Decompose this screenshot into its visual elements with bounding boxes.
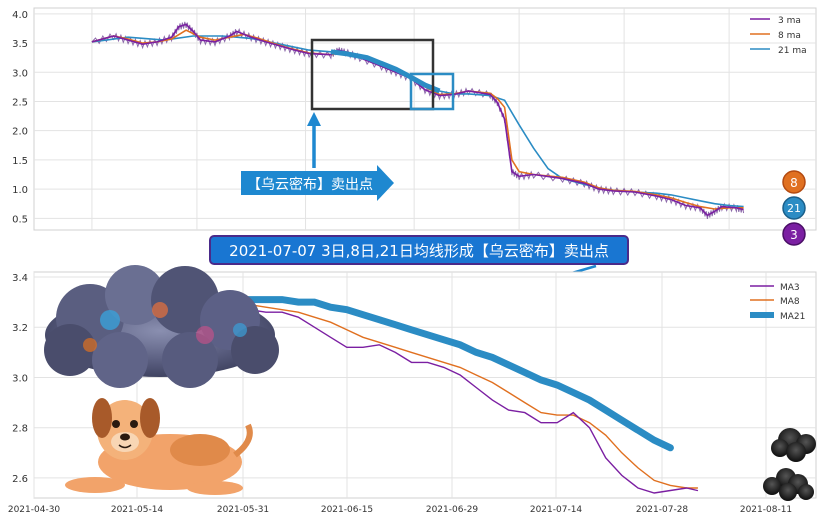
upper-plot-frame: [33, 7, 817, 231]
highlight-box-blue: [409, 72, 455, 111]
main-caption-box: [209, 235, 629, 265]
upper-y-tick-4-0: 4.0: [12, 10, 28, 21]
lower-y-tick-3-2: 3.2: [12, 323, 28, 334]
callout-label: 【乌云密布】卖出点: [247, 176, 373, 193]
lower-y-tick-2-8: 2.8: [12, 424, 28, 435]
legend-label-MA3: MA3: [780, 283, 800, 293]
upper-grid: [34, 8, 816, 230]
storm-cloud-illustration: [44, 265, 279, 388]
legend-label-MA21: MA21: [780, 312, 805, 322]
lower-x-tick-labels: 2021-04-30 2021-05-14 2021-05-31 2021-06-15…: [8, 505, 792, 515]
badge-3: [782, 222, 806, 246]
badge-8: [782, 170, 806, 194]
lower-x-tick-2021-07-28: 2021-07-28: [636, 505, 689, 515]
upper-y-tick-1-0: 1.0: [12, 185, 28, 196]
lower-x-tick-2021-08-11: 2021-08-11: [740, 505, 792, 515]
callout-banner: [241, 165, 394, 201]
lower-y-tick-3-4: 3.4: [12, 273, 28, 284]
badge-21-label: 21: [787, 202, 801, 215]
legend-label-21ma: 21 ma: [778, 46, 807, 56]
upper-y-tick-3-5: 3.5: [12, 39, 28, 50]
upper-y-tick-0-5: 0.5: [12, 214, 28, 225]
lower-x-tick-2021-06-29: 2021-06-29: [426, 505, 479, 515]
dog-illustration: [65, 398, 253, 495]
lower-legend: MA3 MA8 MA21: [750, 283, 805, 322]
lower-x-tick-2021-04-30: 2021-04-30: [8, 505, 61, 515]
lower-x-tick-2021-06-15: 2021-06-15: [321, 505, 373, 515]
upper-y-tick-1-5: 1.5: [12, 156, 28, 167]
ma-badges: 8 21 3: [782, 170, 806, 246]
lower-y-tick-labels: 2.6 2.8 3.0 3.2 3.4: [12, 273, 28, 485]
smoke-cloud-bottom-icon: [763, 468, 814, 501]
callout-arrow-up-head: [307, 112, 321, 126]
badge-21: [782, 196, 806, 220]
lower-series: [181, 283, 699, 494]
legend-label-8ma: 8 ma: [778, 31, 801, 41]
upper-y-tick-2-5: 2.5: [12, 97, 28, 108]
main-caption: 2021-07-07 3日,8日,21日均线形成【乌云密布】卖出点: [229, 242, 609, 260]
main-caption-group: 2021-07-07 3日,8日,21日均线形成【乌云密布】卖出点: [209, 235, 629, 285]
badge-8-label: 8: [790, 176, 798, 190]
legend-label-MA8: MA8: [780, 297, 800, 307]
smoke-cloud-top-icon: [771, 428, 816, 462]
upper-legend: 3 ma 8 ma 21 ma: [750, 16, 807, 56]
legend-label-3ma: 3 ma: [778, 16, 801, 26]
lower-y-tick-3-0: 3.0: [12, 373, 28, 384]
lower-y-tick-2-6: 2.6: [12, 474, 28, 485]
upper-21ma-highlight: [330, 49, 441, 94]
lower-x-tick-2021-05-31: 2021-05-31: [217, 505, 269, 515]
upper-y-tick-2-0: 2.0: [12, 127, 28, 138]
lower-x-tick-2021-07-14: 2021-07-14: [530, 505, 583, 515]
upper-y-tick-labels: 0.5 1.0 1.5 2.0 2.5 3.0 3.5 4.0: [12, 10, 28, 225]
lower-panel: 2.62.83.03.23.4 2021-04-30 2021-05-14 2021…: [8, 265, 817, 515]
upper-y-tick-3-0: 3.0: [12, 68, 28, 79]
lower-x-tick-2021-05-14: 2021-05-14: [111, 505, 164, 515]
lower-series-line-ma3: [184, 283, 699, 494]
lower-series-line-ma8: [184, 283, 699, 489]
upper-panel: 0.5 1.0 1.5 2.0 2.5 3.0 3.5 4.0 【乌云密布】卖出点 3 ma …: [12, 7, 817, 246]
badge-3-label: 3: [790, 228, 798, 242]
lower-series-line-ma21: [181, 296, 674, 452]
